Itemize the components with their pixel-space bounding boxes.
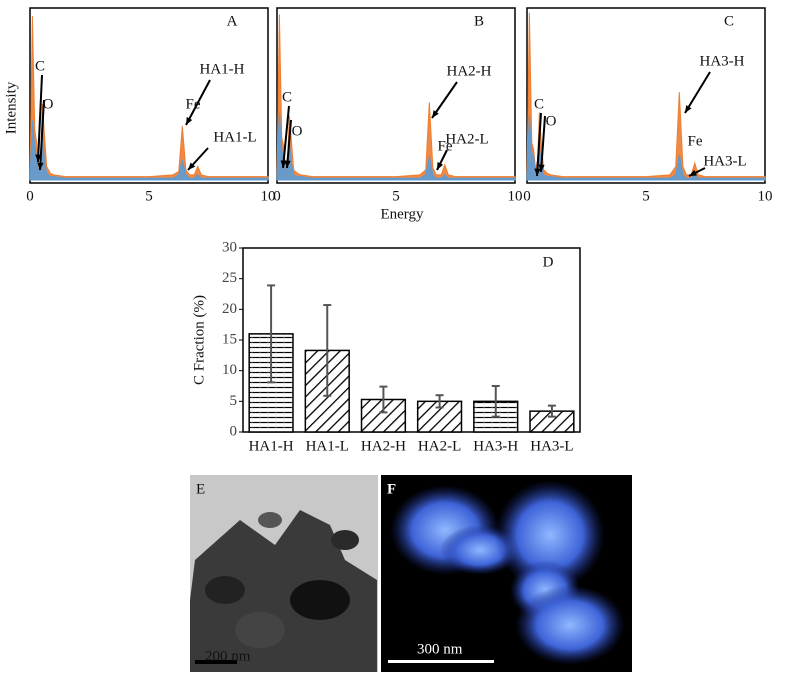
arrow — [39, 99, 45, 171]
tem-image — [190, 475, 378, 672]
annotation: HA1-H — [200, 61, 245, 77]
annotation: O — [546, 113, 557, 129]
x-tick-label: HA3-L — [530, 438, 573, 454]
x-tick-label: 0 — [26, 188, 34, 204]
x-tick-label: HA2-L — [418, 438, 461, 454]
plot-frame — [276, 7, 516, 184]
arrow — [282, 105, 290, 169]
plot-frame — [526, 7, 766, 184]
x-tick-label: 10 — [261, 188, 276, 204]
arrow-head — [186, 117, 193, 125]
arrow — [286, 119, 292, 169]
x-axis-label: Energy — [380, 206, 424, 222]
y-tick-label: 30 — [222, 239, 237, 255]
annotation: HA1-L — [213, 129, 256, 145]
x-tick-label: 5 — [392, 188, 400, 204]
x-tick-label: HA2-H — [361, 438, 406, 454]
arrow-head — [685, 105, 692, 113]
arrow-head — [437, 162, 444, 170]
annotation: C — [282, 89, 292, 105]
x-tick-label: 0 — [523, 188, 531, 204]
arrow-head — [188, 162, 196, 170]
annotation: HA2-H — [447, 63, 492, 79]
arrow-head — [37, 162, 44, 170]
y-axis-label: Intensity — [3, 81, 19, 134]
x-tick-label: HA1-H — [249, 438, 294, 454]
spectrum-area — [29, 120, 269, 181]
annotation: HA3-H — [700, 53, 745, 69]
arrow-head — [538, 164, 545, 172]
panel-label: C — [724, 13, 734, 29]
y-tick-label: 15 — [222, 331, 237, 347]
annotation: Fe — [186, 96, 201, 112]
arrow-head — [432, 110, 439, 118]
annotation: HA2-L — [445, 131, 488, 147]
arrow-head — [689, 169, 697, 176]
x-tick-label: 5 — [145, 188, 153, 204]
spectrum-area — [276, 112, 516, 181]
arrow-head — [284, 160, 291, 168]
y-tick-label: 25 — [222, 270, 237, 286]
eds-map-image — [381, 475, 632, 672]
annotation: Fe — [688, 133, 703, 149]
arrow — [536, 112, 542, 177]
arrow — [540, 115, 546, 173]
x-tick-label: 10 — [758, 188, 773, 204]
plot-frame — [29, 7, 269, 184]
y-tick-label: 20 — [222, 301, 237, 317]
x-tick-label: HA3-H — [473, 438, 518, 454]
panel-label: A — [227, 13, 238, 29]
annotation: HA3-L — [703, 153, 746, 169]
annotation: Fe — [438, 138, 453, 154]
x-tick-label: 10 — [508, 188, 523, 204]
x-tick-label: 0 — [273, 188, 281, 204]
panel-label: E — [196, 481, 205, 497]
annotation: O — [292, 123, 303, 139]
annotation: O — [43, 96, 54, 112]
scale-bar-label: 200 nm — [205, 648, 251, 664]
plot-frame — [242, 247, 581, 433]
scale-bar-label: 300 nm — [417, 641, 463, 657]
spectrum-area — [29, 16, 269, 181]
arrow — [185, 79, 211, 126]
arrow — [37, 74, 43, 163]
y-tick-label: 0 — [230, 423, 238, 439]
arrow-head — [534, 168, 541, 176]
x-tick-label: HA1-L — [306, 438, 349, 454]
x-tick-label: 5 — [642, 188, 650, 204]
y-tick-label: 5 — [230, 393, 238, 409]
panel-label: D — [543, 254, 554, 270]
arrow — [684, 71, 711, 114]
annotation: C — [534, 96, 544, 112]
panel-label: F — [387, 481, 396, 497]
y-axis-label: C Fraction (%) — [191, 295, 207, 385]
spectrum-area — [526, 115, 766, 181]
panel-label: B — [474, 13, 484, 29]
y-tick-label: 10 — [222, 362, 237, 378]
annotation: C — [35, 58, 45, 74]
